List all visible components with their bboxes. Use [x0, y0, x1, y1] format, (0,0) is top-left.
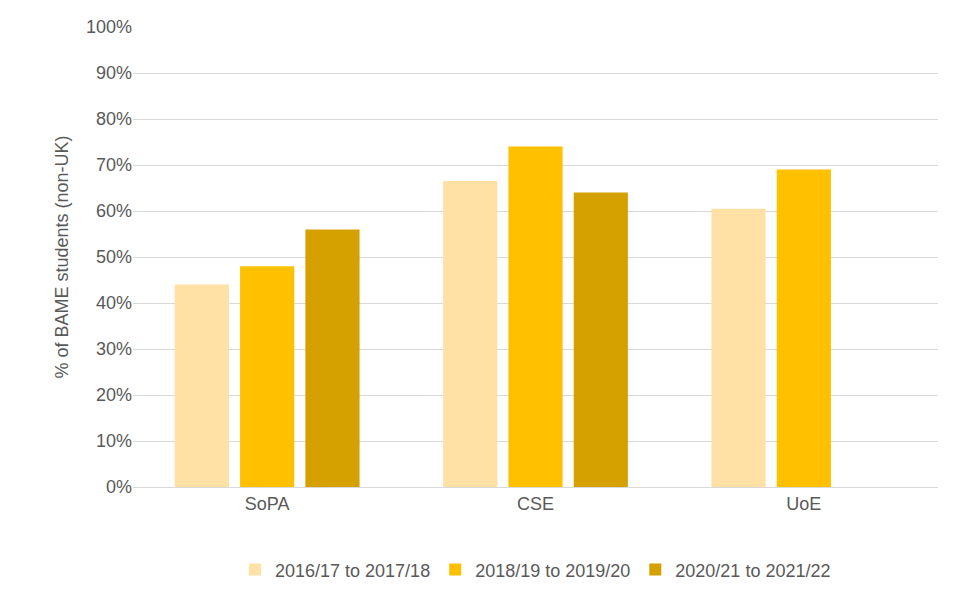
svg-text:2018/19 to 2019/20: 2018/19 to 2019/20 — [475, 561, 630, 581]
svg-text:20%: 20% — [96, 385, 132, 405]
svg-text:2020/21 to 2021/22: 2020/21 to 2021/22 — [675, 561, 830, 581]
svg-text:100%: 100% — [86, 17, 132, 37]
svg-text:90%: 90% — [96, 63, 132, 83]
svg-text:70%: 70% — [96, 155, 132, 175]
svg-text:SoPA: SoPA — [245, 494, 290, 514]
svg-text:CSE: CSE — [517, 494, 554, 514]
svg-text:80%: 80% — [96, 109, 132, 129]
svg-text:% of BAME students (non-UK): % of BAME students (non-UK) — [52, 135, 72, 378]
svg-text:0%: 0% — [106, 477, 132, 497]
svg-text:30%: 30% — [96, 339, 132, 359]
svg-text:50%: 50% — [96, 247, 132, 267]
svg-text:10%: 10% — [96, 431, 132, 451]
svg-text:2016/17 to 2017/18: 2016/17 to 2017/18 — [275, 561, 430, 581]
svg-text:40%: 40% — [96, 293, 132, 313]
svg-text:UoE: UoE — [786, 494, 821, 514]
svg-text:60%: 60% — [96, 201, 132, 221]
